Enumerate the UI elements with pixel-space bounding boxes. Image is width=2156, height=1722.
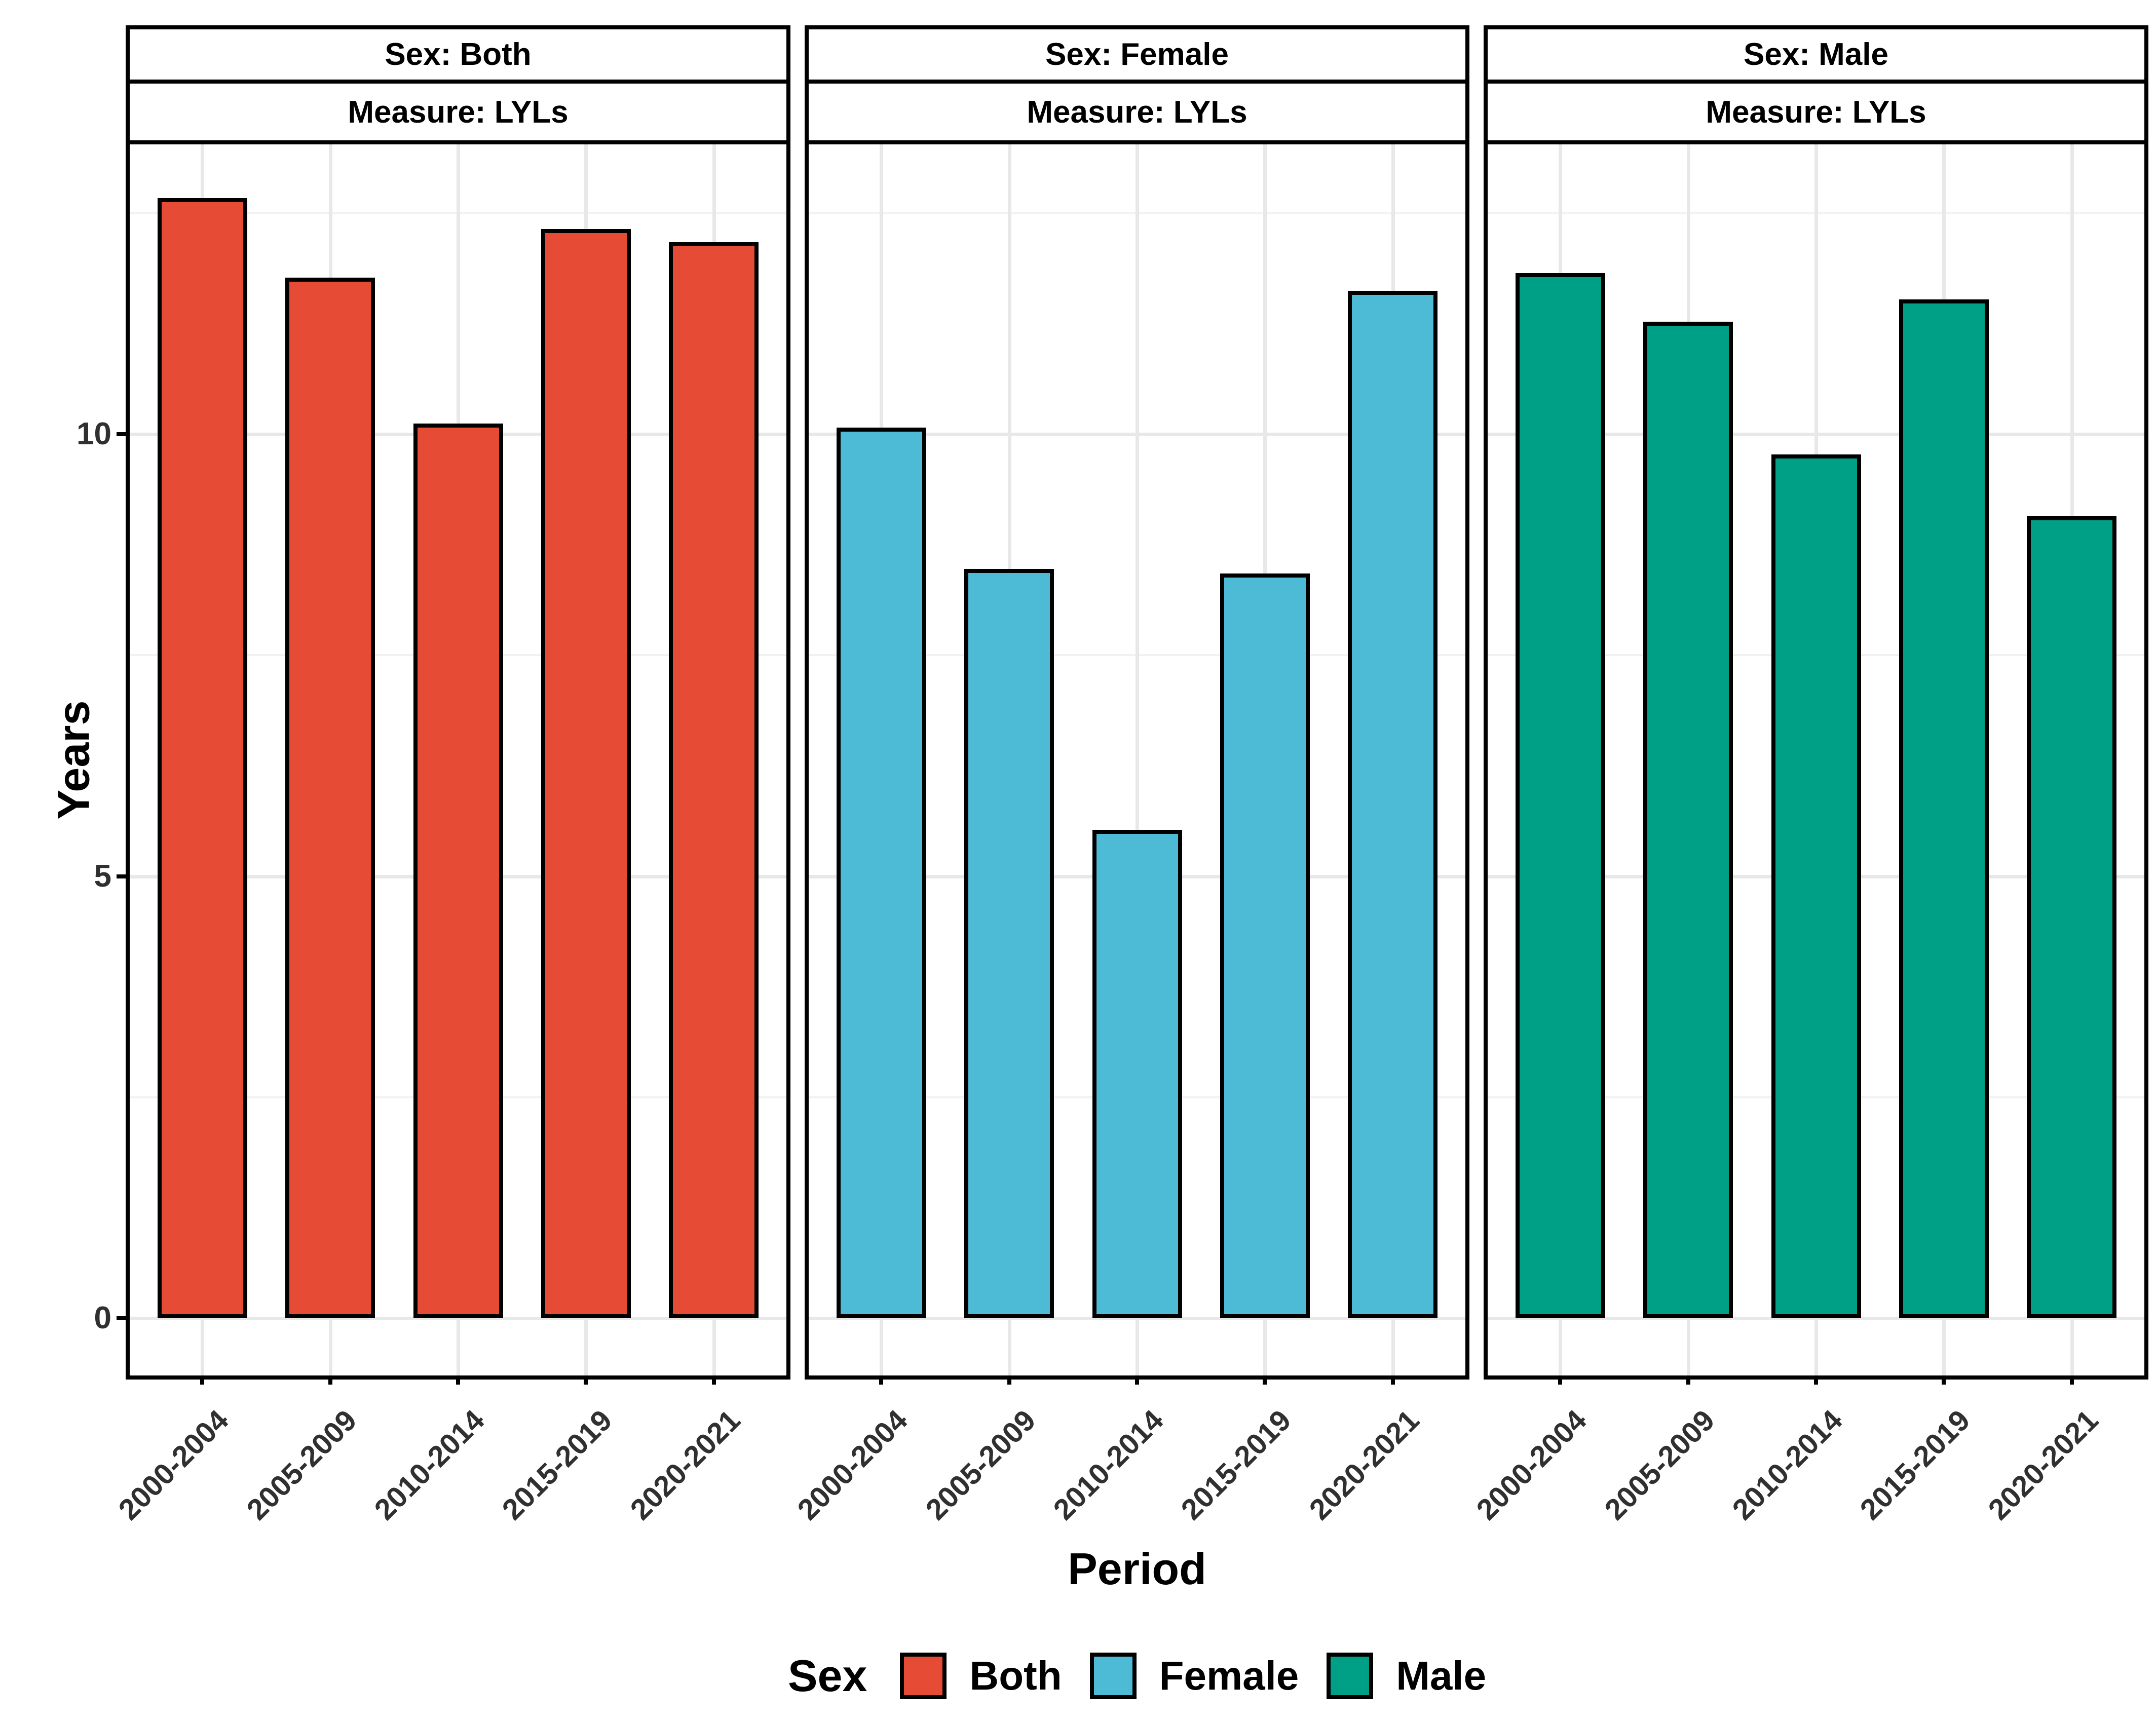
bar-male-2020-2021: [2027, 516, 2117, 1318]
bar-both-2005-2009: [285, 277, 375, 1318]
y-axis-tick-label: 5: [94, 858, 111, 894]
legend-label: Both: [969, 1653, 1062, 1698]
y-axis-tick-label: 0: [94, 1300, 111, 1335]
x-axis-tick: [1390, 1375, 1395, 1385]
legend-items: Both Female Male: [900, 1653, 1486, 1699]
x-axis-tick: [1135, 1375, 1139, 1385]
legend-label: Male: [1396, 1653, 1487, 1698]
bar-female-2020-2021: [1348, 290, 1438, 1318]
bar-both-2015-2019: [541, 228, 631, 1318]
bar-both-2020-2021: [669, 242, 759, 1318]
legend-swatch-both: [900, 1653, 947, 1699]
y-axis-tick: [117, 874, 126, 878]
x-axis-tick: [456, 1375, 460, 1385]
facet-strip-sex: Sex: Male: [1484, 25, 2148, 84]
legend-item-male: Male: [1327, 1653, 1486, 1699]
y-axis-tick: [117, 432, 126, 436]
bar-male-2010-2014: [1771, 454, 1861, 1318]
plot-area: [805, 140, 1469, 1380]
bar-female-2005-2009: [964, 569, 1054, 1318]
x-axis-tick: [1263, 1375, 1267, 1385]
x-axis-tick: [879, 1375, 884, 1385]
bar-female-2015-2019: [1220, 573, 1310, 1318]
legend-title: Sex: [787, 1651, 867, 1701]
legend-swatch-female: [1089, 1653, 1137, 1699]
x-axis-tick: [1686, 1375, 1690, 1385]
legend-swatch-male: [1327, 1653, 1374, 1699]
legend: Sex Both Female Male: [124, 1640, 2150, 1711]
x-axis-tick: [1814, 1375, 1818, 1385]
facet-strip-measure: Measure: LYLs: [1484, 80, 2148, 144]
legend-label: Female: [1159, 1653, 1299, 1698]
bar-female-2010-2014: [1092, 830, 1182, 1318]
facet-strip-sex: Sex: Female: [805, 25, 1469, 84]
x-axis-tick: [328, 1375, 332, 1385]
x-axis-title: Period: [1068, 1544, 1206, 1594]
bar-both-2000-2004: [157, 198, 247, 1318]
plot-area: [126, 140, 790, 1380]
y-axis-title: Years: [48, 700, 99, 820]
x-axis-tick: [1558, 1375, 1563, 1385]
facet-strip-sex: Sex: Both: [126, 25, 790, 84]
facet-strip-measure: Measure: LYLs: [126, 80, 790, 144]
bar-male-2000-2004: [1515, 273, 1605, 1318]
y-axis-tick-label: 10: [77, 416, 111, 451]
plot-area: [1484, 140, 2148, 1380]
bar-male-2005-2009: [1643, 321, 1733, 1318]
y-axis-tick: [117, 1316, 126, 1320]
bar-male-2015-2019: [1899, 299, 1989, 1318]
legend-item-female: Female: [1089, 1653, 1299, 1699]
x-axis-tick: [200, 1375, 205, 1385]
x-axis-tick: [711, 1375, 716, 1385]
x-axis-tick: [2069, 1375, 2074, 1385]
x-axis-tick: [1942, 1375, 1946, 1385]
facet-strip-measure: Measure: LYLs: [805, 80, 1469, 144]
x-axis-tick: [584, 1375, 588, 1385]
legend-item-both: Both: [900, 1653, 1062, 1699]
bar-both-2010-2014: [413, 423, 503, 1318]
x-axis-tick: [1007, 1375, 1011, 1385]
bar-female-2000-2004: [836, 428, 926, 1318]
gridline-vertical: [1136, 144, 1139, 1375]
